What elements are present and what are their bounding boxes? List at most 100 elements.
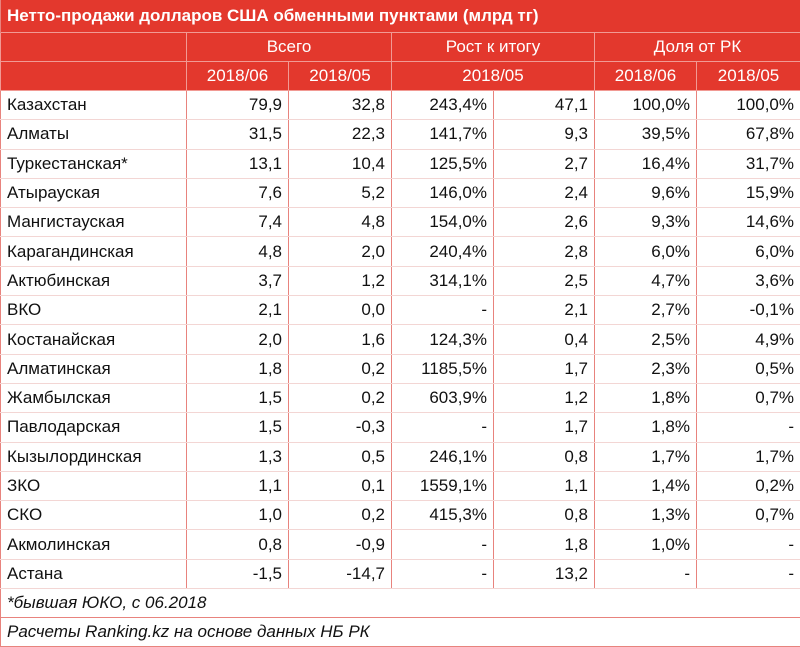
region-name: Алматинская <box>1 354 187 383</box>
value-cell: 1,2 <box>494 383 595 412</box>
value-cell: 240,4% <box>392 237 494 266</box>
value-cell: 9,3% <box>595 208 697 237</box>
value-cell: 1185,5% <box>392 354 494 383</box>
value-cell: 3,7 <box>187 266 289 295</box>
value-cell: 141,7% <box>392 120 494 149</box>
value-cell: 9,3 <box>494 120 595 149</box>
footnote-row: Расчеты Ranking.kz на основе данных НБ Р… <box>1 618 800 647</box>
value-cell: 314,1% <box>392 266 494 295</box>
value-cell: 16,4% <box>595 149 697 178</box>
footnote: Расчеты Ranking.kz на основе данных НБ Р… <box>1 618 800 647</box>
region-name: Атырауская <box>1 178 187 207</box>
value-cell: 6,0% <box>697 237 800 266</box>
value-cell: 22,3 <box>289 120 392 149</box>
value-cell: 39,5% <box>595 120 697 149</box>
value-cell: 2,5 <box>494 266 595 295</box>
group-header-row: Всего Рост к итогу Доля от РК <box>1 33 800 62</box>
value-cell: 1,1 <box>494 471 595 500</box>
group-header: Доля от РК <box>595 33 800 62</box>
value-cell: 4,8 <box>187 237 289 266</box>
value-cell: 0,7% <box>697 501 800 530</box>
value-cell: 100,0% <box>595 91 697 120</box>
value-cell: 4,7% <box>595 266 697 295</box>
value-cell: 1,7% <box>697 442 800 471</box>
value-cell: 2,4 <box>494 178 595 207</box>
value-cell: 1,8% <box>595 383 697 412</box>
value-cell: 100,0% <box>697 91 800 120</box>
period-header: 2018/06 <box>595 62 697 91</box>
title-row: Нетто-продажи долларов США обменными пун… <box>1 0 800 33</box>
value-cell: 0,5% <box>697 354 800 383</box>
value-cell: 2,8 <box>494 237 595 266</box>
value-cell: 0,5 <box>289 442 392 471</box>
value-cell: - <box>697 530 800 559</box>
value-cell: 1,8% <box>595 413 697 442</box>
region-name: Алматы <box>1 120 187 149</box>
value-cell: - <box>697 413 800 442</box>
value-cell: 154,0% <box>392 208 494 237</box>
value-cell: - <box>392 559 494 588</box>
value-cell: 1,3% <box>595 501 697 530</box>
period-header: 2018/05 <box>392 62 595 91</box>
value-cell: 3,6% <box>697 266 800 295</box>
group-header: Рост к итогу <box>392 33 595 62</box>
value-cell: 2,1 <box>494 296 595 325</box>
value-cell: - <box>392 530 494 559</box>
value-cell: 1,5 <box>187 413 289 442</box>
value-cell: 10,4 <box>289 149 392 178</box>
value-cell: 0,8 <box>187 530 289 559</box>
region-name: Акмолинская <box>1 530 187 559</box>
value-cell: 31,5 <box>187 120 289 149</box>
table-row: Астана-1,5-14,7-13,2-- <box>1 559 800 588</box>
value-cell: 6,0% <box>595 237 697 266</box>
value-cell: -0,1% <box>697 296 800 325</box>
period-header: 2018/05 <box>289 62 392 91</box>
value-cell: - <box>392 296 494 325</box>
value-cell: 13,2 <box>494 559 595 588</box>
value-cell: 79,9 <box>187 91 289 120</box>
value-cell: 124,3% <box>392 325 494 354</box>
value-cell: 5,2 <box>289 178 392 207</box>
region-name: Казахстан <box>1 91 187 120</box>
value-cell: 0,2 <box>289 354 392 383</box>
value-cell: 1,0% <box>595 530 697 559</box>
value-cell: 1,7 <box>494 413 595 442</box>
value-cell: 0,8 <box>494 501 595 530</box>
table-title: Нетто-продажи долларов США обменными пун… <box>1 0 800 33</box>
region-name: Жамбылская <box>1 383 187 412</box>
value-cell: 0,2% <box>697 471 800 500</box>
value-cell: 0,2 <box>289 383 392 412</box>
period-header: 2018/05 <box>697 62 800 91</box>
value-cell: - <box>392 413 494 442</box>
region-name: СКО <box>1 501 187 530</box>
region-name: Костанайская <box>1 325 187 354</box>
value-cell: 146,0% <box>392 178 494 207</box>
value-cell: 1,8 <box>187 354 289 383</box>
value-cell: 1,7 <box>494 354 595 383</box>
value-cell: 13,1 <box>187 149 289 178</box>
value-cell: 1,0 <box>187 501 289 530</box>
value-cell: 7,4 <box>187 208 289 237</box>
region-name: ВКО <box>1 296 187 325</box>
value-cell: 0,2 <box>289 501 392 530</box>
value-cell: 15,9% <box>697 178 800 207</box>
value-cell: - <box>595 559 697 588</box>
value-cell: 2,0 <box>289 237 392 266</box>
region-name: Кызылординская <box>1 442 187 471</box>
value-cell: 1,7% <box>595 442 697 471</box>
value-cell: -0,3 <box>289 413 392 442</box>
value-cell: 2,5% <box>595 325 697 354</box>
value-cell: 0,0 <box>289 296 392 325</box>
period-header-row: 2018/06 2018/05 2018/05 2018/06 2018/05 <box>1 62 800 91</box>
